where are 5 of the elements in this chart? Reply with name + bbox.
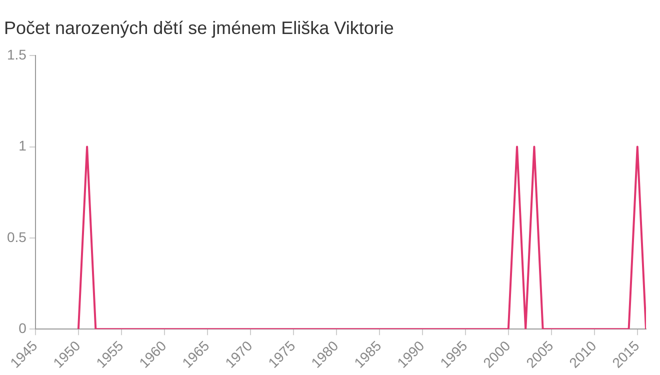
y-tick-label: 1.5 — [6, 46, 27, 62]
chart-title: Počet narozených dětí se jménem Eliška Viktorie — [4, 18, 394, 38]
y-tick-label: 0.5 — [6, 228, 27, 245]
y-tick-label: 1 — [18, 138, 27, 154]
y-tick-label: 0 — [18, 320, 27, 336]
